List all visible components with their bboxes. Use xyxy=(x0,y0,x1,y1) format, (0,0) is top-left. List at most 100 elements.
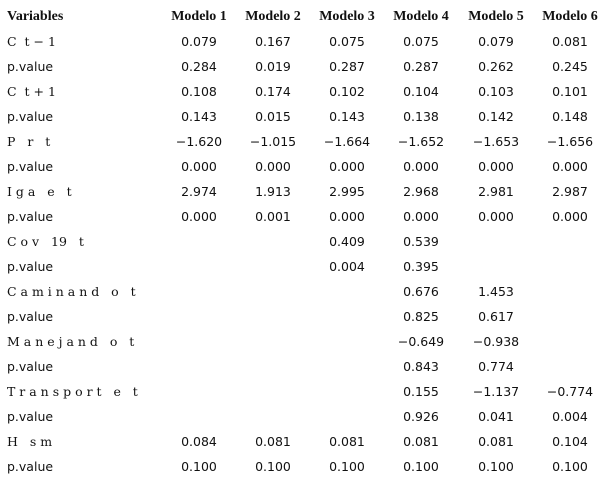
value-cell: 0.081 xyxy=(329,434,365,449)
header-cell: Modelo 6 xyxy=(542,9,598,24)
value-cell: 0.926 xyxy=(403,409,439,424)
value-cell: −1.656 xyxy=(546,134,594,149)
row-label: p.value xyxy=(7,209,54,224)
value-cell: 0.262 xyxy=(478,59,514,74)
row-label: I g a e t xyxy=(7,184,72,199)
value-cell: 0.104 xyxy=(552,434,588,449)
value-cell: 2.968 xyxy=(403,184,439,199)
header-cell: Modelo 1 xyxy=(171,9,227,24)
value-cell: 0.079 xyxy=(478,34,514,49)
value-cell: −1.664 xyxy=(323,134,371,149)
value-cell: 0.081 xyxy=(552,34,588,49)
value-cell: 2.987 xyxy=(552,184,588,199)
row-label: P r t xyxy=(7,134,51,149)
row-label: p.value xyxy=(7,459,54,474)
value-cell: 0.100 xyxy=(255,459,291,474)
value-cell: 0.000 xyxy=(478,209,514,224)
value-cell: 0.004 xyxy=(552,409,588,424)
value-cell: 0.409 xyxy=(329,234,365,249)
row-label: M a n e j a n d o t xyxy=(7,334,135,349)
header-cell: Modelo 5 xyxy=(468,9,524,24)
value-cell: 0.004 xyxy=(329,259,365,274)
value-cell: 0.174 xyxy=(255,84,291,99)
value-cell: 0.774 xyxy=(478,359,514,374)
value-cell: 0.142 xyxy=(478,109,514,124)
value-cell: −0.774 xyxy=(546,384,594,399)
value-cell: 0.143 xyxy=(329,109,365,124)
value-cell: 0.143 xyxy=(181,109,217,124)
value-cell: 0.075 xyxy=(329,34,365,49)
row-label: C t − 1 xyxy=(7,34,56,49)
value-cell: 0.287 xyxy=(329,59,365,74)
value-cell: 0.155 xyxy=(403,384,439,399)
value-cell: 0.015 xyxy=(255,109,291,124)
value-cell: 0.287 xyxy=(403,59,439,74)
value-cell: 0.041 xyxy=(478,409,514,424)
value-cell: 0.245 xyxy=(552,59,588,74)
value-cell: 0.000 xyxy=(403,159,439,174)
value-cell: 0.000 xyxy=(552,159,588,174)
value-cell: 1.913 xyxy=(255,184,291,199)
value-cell: −1.620 xyxy=(175,134,223,149)
value-cell: 0.081 xyxy=(478,434,514,449)
value-cell: 0.825 xyxy=(403,309,439,324)
value-cell: 0.103 xyxy=(478,84,514,99)
row-label: C o v 19 t xyxy=(7,234,84,249)
value-cell: 0.081 xyxy=(255,434,291,449)
value-cell: −1.653 xyxy=(472,134,520,149)
value-cell: 0.676 xyxy=(403,284,439,299)
value-cell: 0.100 xyxy=(329,459,365,474)
row-label: p.value xyxy=(7,409,54,424)
row-label: p.value xyxy=(7,259,54,274)
value-cell: 0.100 xyxy=(478,459,514,474)
value-cell: 0.843 xyxy=(403,359,439,374)
value-cell: −0.938 xyxy=(472,334,520,349)
value-cell: −1.652 xyxy=(397,134,445,149)
header-cell: Modelo 4 xyxy=(393,9,449,24)
value-cell: 0.001 xyxy=(255,209,291,224)
row-label: p.value xyxy=(7,109,54,124)
value-cell: 0.100 xyxy=(552,459,588,474)
value-cell: 1.453 xyxy=(478,284,514,299)
value-cell: −1.015 xyxy=(249,134,297,149)
row-label: C t + 1 xyxy=(7,84,56,99)
header-cell: Modelo 3 xyxy=(319,9,375,24)
value-cell: 2.981 xyxy=(478,184,514,199)
value-cell: −1.137 xyxy=(472,384,520,399)
header-cell: Variables xyxy=(7,9,64,24)
value-cell: 2.974 xyxy=(181,184,217,199)
value-cell: 0.075 xyxy=(403,34,439,49)
value-cell: 0.617 xyxy=(478,309,514,324)
value-cell: 0.148 xyxy=(552,109,588,124)
value-cell: 0.167 xyxy=(255,34,291,49)
value-cell: −0.649 xyxy=(397,334,445,349)
value-cell: 0.539 xyxy=(403,234,439,249)
value-cell: 0.100 xyxy=(181,459,217,474)
value-cell: 0.079 xyxy=(181,34,217,49)
row-label: T r a n s p o r t e t xyxy=(7,384,138,399)
value-cell: 0.101 xyxy=(552,84,588,99)
value-cell: 0.000 xyxy=(181,159,217,174)
value-cell: 0.000 xyxy=(329,159,365,174)
value-cell: 2.995 xyxy=(329,184,365,199)
value-cell: 0.000 xyxy=(329,209,365,224)
value-cell: 0.084 xyxy=(181,434,217,449)
value-cell: 0.019 xyxy=(255,59,291,74)
header-cell: Modelo 2 xyxy=(245,9,301,24)
value-cell: 0.284 xyxy=(181,59,217,74)
row-label: p.value xyxy=(7,359,54,374)
row-label: p.value xyxy=(7,309,54,324)
row-label: C a m i n a n d o t xyxy=(7,284,136,299)
value-cell: 0.395 xyxy=(403,259,439,274)
value-cell: 0.081 xyxy=(403,434,439,449)
value-cell: 0.102 xyxy=(329,84,365,99)
value-cell: 0.000 xyxy=(181,209,217,224)
value-cell: 0.100 xyxy=(403,459,439,474)
value-cell: 0.000 xyxy=(403,209,439,224)
row-label: p.value xyxy=(7,159,54,174)
row-label: p.value xyxy=(7,59,54,74)
value-cell: 0.000 xyxy=(478,159,514,174)
value-cell: 0.138 xyxy=(403,109,439,124)
row-label: H s m xyxy=(7,434,53,449)
